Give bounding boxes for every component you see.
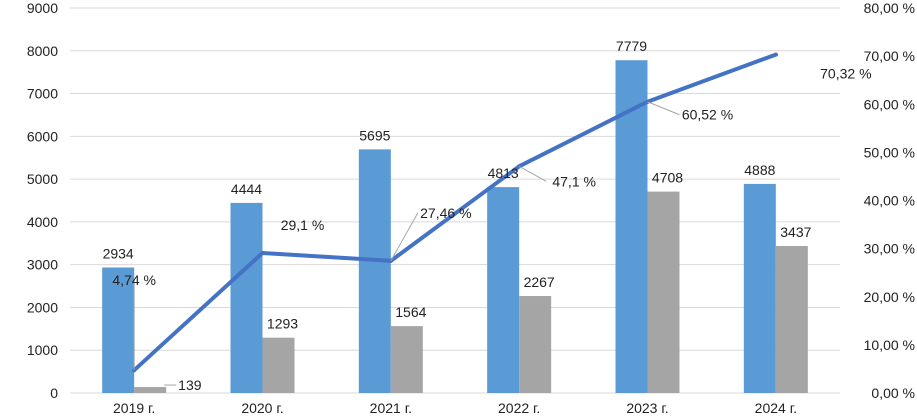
line-series-data-label: 4,74 % <box>112 272 156 288</box>
bar-series-1-bar <box>102 267 135 393</box>
category-label: 2022 г. <box>498 400 540 416</box>
left-axis-tick-label: 5000 <box>27 171 58 187</box>
right-axis-tick-label: 60,00 % <box>864 96 915 112</box>
line-series-data-label: 27,46 % <box>420 205 471 221</box>
right-axis-tick-label: 50,00 % <box>864 144 915 160</box>
category-axis-labels: 2019 г. 2020 г. 2021 г. 2022 г. 2023 г. 2024 … <box>113 400 797 416</box>
right-axis-tick-label: 20,00 % <box>864 289 915 305</box>
bar-series-2-bar <box>390 326 423 393</box>
left-axis-tick-label: 2000 <box>27 299 58 315</box>
leader-line <box>390 212 419 262</box>
leader-line <box>518 165 547 182</box>
line-series-data-label: 29,1 % <box>281 217 325 233</box>
bar-series-2-bar <box>134 387 167 393</box>
data-labels: 2934 139 4444 1293 5695 1564 4813 2267 7779 4708 4… <box>103 38 872 393</box>
bar-series-2-bar <box>775 245 808 393</box>
bar-series-2-data-label: 2267 <box>524 274 555 290</box>
bar-series-2-data-label: 1293 <box>267 316 298 332</box>
left-axis-tick-label: 9000 <box>27 0 58 16</box>
leader-line <box>647 101 680 116</box>
category-label: 2021 г. <box>370 400 412 416</box>
bar-series <box>102 60 808 394</box>
bar-series-2-data-label: 3437 <box>780 224 811 240</box>
bar-series-2-bar <box>647 191 680 393</box>
left-axis-tick-label: 6000 <box>27 128 58 144</box>
bar-series-1-data-label: 4444 <box>231 181 262 197</box>
line-series-data-label: 70,32 % <box>820 66 871 82</box>
bar-series-2-data-label: 139 <box>178 377 202 393</box>
right-axis-tick-label: 70,00 % <box>864 48 915 64</box>
left-axis-tick-label: 7000 <box>27 86 58 102</box>
bar-series-2-data-label: 1564 <box>395 304 426 320</box>
bar-series-1-data-label: 4813 <box>488 165 519 181</box>
category-label: 2019 г. <box>113 400 155 416</box>
line-series-data-label: 47,1 % <box>552 173 596 189</box>
category-label: 2023 г. <box>626 400 668 416</box>
right-axis-tick-label: 80,00 % <box>864 0 915 16</box>
bar-series-1-data-label: 4888 <box>744 162 775 178</box>
line-series-point <box>260 250 265 255</box>
bar-series-1-data-label: 5695 <box>359 127 390 143</box>
line-series-point <box>773 52 778 57</box>
line-series-path <box>132 52 778 373</box>
left-axis-tick-labels: 0 1000 2000 3000 4000 5000 6000 7000 8000 9000 <box>27 0 58 401</box>
gridlines <box>70 7 840 394</box>
left-axis-tick-label: 4000 <box>27 214 58 230</box>
bar-series-1-data-label: 7779 <box>616 38 647 54</box>
right-axis-tick-label: 30,00 % <box>864 241 915 257</box>
right-axis-tick-label: 40,00 % <box>864 193 915 209</box>
right-axis-tick-label: 0,00 % <box>871 385 915 401</box>
category-label: 2020 г. <box>241 400 283 416</box>
left-axis-tick-label: 8000 <box>27 43 58 59</box>
bar-series-1-bar <box>743 183 776 393</box>
right-axis-tick-label: 10,00 % <box>864 337 915 353</box>
bar-series-1-bar <box>230 202 263 393</box>
bar-series-1-bar <box>358 149 391 393</box>
bar-series-2-data-label: 4708 <box>652 170 683 186</box>
bar-series-1-data-label: 2934 <box>103 245 134 261</box>
bar-series-1-bar <box>487 187 520 393</box>
right-axis-tick-labels: 0,00 % 10,00 % 20,00 % 30,00 % 40,00 % 50,00 … <box>864 0 915 401</box>
line-series-data-label: 60,52 % <box>682 107 733 123</box>
bar-series-2-bar <box>519 296 552 393</box>
bar-series-2-bar <box>262 337 295 393</box>
category-label: 2024 г. <box>755 400 797 416</box>
left-axis-tick-label: 0 <box>50 385 58 401</box>
left-axis-tick-label: 3000 <box>27 257 58 273</box>
left-axis-tick-label: 1000 <box>27 342 58 358</box>
